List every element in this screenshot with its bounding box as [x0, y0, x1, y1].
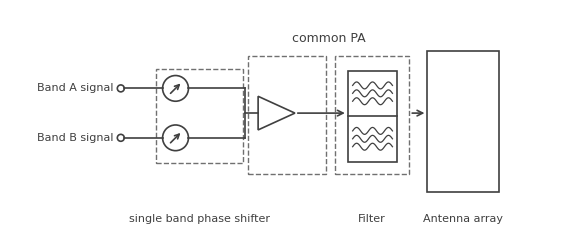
Bar [335, 56, 409, 174]
Text: Band B signal: Band B signal [37, 133, 114, 143]
Text: common PA: common PA [292, 32, 365, 45]
Bar [248, 56, 326, 174]
Text: single band phase shifter: single band phase shifter [129, 214, 270, 224]
Bar [155, 69, 243, 163]
Text: Antenna array: Antenna array [423, 214, 503, 224]
Bar [427, 51, 499, 192]
Text: Filter: Filter [358, 214, 386, 224]
Text: Band A signal: Band A signal [37, 83, 114, 93]
Bar [348, 71, 397, 162]
